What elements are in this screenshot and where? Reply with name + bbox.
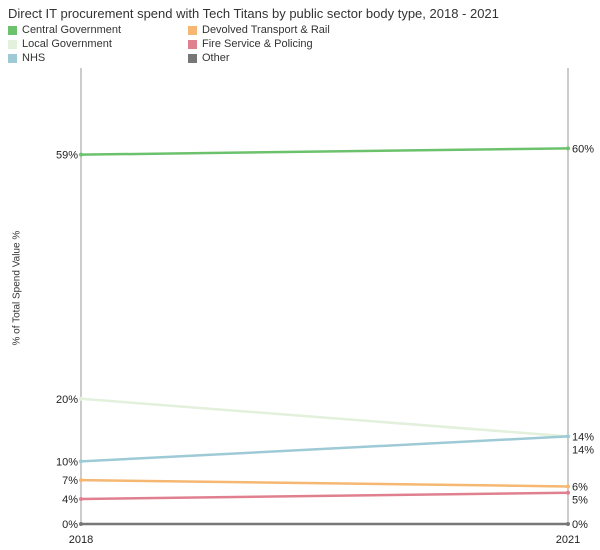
legend-swatch	[188, 25, 197, 35]
label-2018: 59%	[56, 150, 78, 162]
legend-label: Central Government	[22, 24, 122, 36]
point-2021-fire-service-policing	[566, 490, 570, 495]
legend-label: Other	[202, 52, 230, 64]
label-2018: 20%	[56, 394, 78, 406]
label-2018: 4%	[62, 494, 78, 506]
label-2018: 10%	[56, 456, 78, 468]
label-2021: 14%	[572, 431, 594, 443]
x-tick-label: 2018	[69, 534, 93, 546]
legend-swatch	[8, 39, 17, 49]
x-tick-label: 2021	[556, 534, 580, 546]
series-line-local-government	[80, 397, 569, 438]
legend-label: Devolved Transport & Rail	[202, 24, 330, 36]
point-2018-nhs	[79, 459, 83, 464]
point-2021-central-government	[566, 146, 570, 151]
legend-item-nhs: NHS	[8, 52, 45, 64]
label-2021: 14%	[572, 444, 594, 456]
legend-item-other: Other	[188, 52, 230, 64]
point-2021-other	[566, 522, 570, 526]
point-2018-devolved-transport-rail	[79, 478, 83, 483]
legend-label: NHS	[22, 52, 46, 64]
legend-swatch	[8, 53, 17, 63]
series-line-devolved-transport-rail	[80, 478, 569, 488]
legend-item-local-government: Local Government	[8, 38, 112, 50]
label-2021: 0%	[572, 519, 588, 531]
point-2018-central-government	[79, 152, 83, 157]
point-2018-other	[79, 522, 83, 526]
point-2021-devolved-transport-rail	[566, 484, 570, 489]
legend-label: Fire Service & Policing	[202, 38, 313, 50]
legend-swatch	[188, 39, 197, 49]
legend-swatch	[8, 25, 17, 35]
label-2021: 6%	[572, 481, 588, 493]
legend-item-devolved-transport-rail: Devolved Transport & Rail	[188, 24, 330, 36]
legend-swatch	[188, 53, 197, 63]
legend-label: Local Government	[22, 38, 112, 50]
label-2021: 60%	[572, 143, 594, 155]
label-2018: 7%	[62, 475, 78, 487]
series-line-central-government	[80, 147, 569, 156]
point-2021-nhs	[566, 434, 570, 439]
point-2018-fire-service-policing	[79, 496, 83, 501]
series-line-nhs	[80, 435, 569, 463]
legend: Central Government Devolved Transport & …	[8, 24, 528, 68]
chart-title: Direct IT procurement spend with Tech Ti…	[8, 6, 499, 21]
series-line-fire-service-policing	[80, 491, 569, 501]
legend-item-central-government: Central Government	[8, 24, 121, 36]
label-2018: 0%	[62, 519, 78, 531]
legend-item-fire-service-policing: Fire Service & Policing	[188, 38, 313, 50]
label-2021: 5%	[572, 494, 588, 506]
point-2018-local-government	[79, 396, 83, 401]
